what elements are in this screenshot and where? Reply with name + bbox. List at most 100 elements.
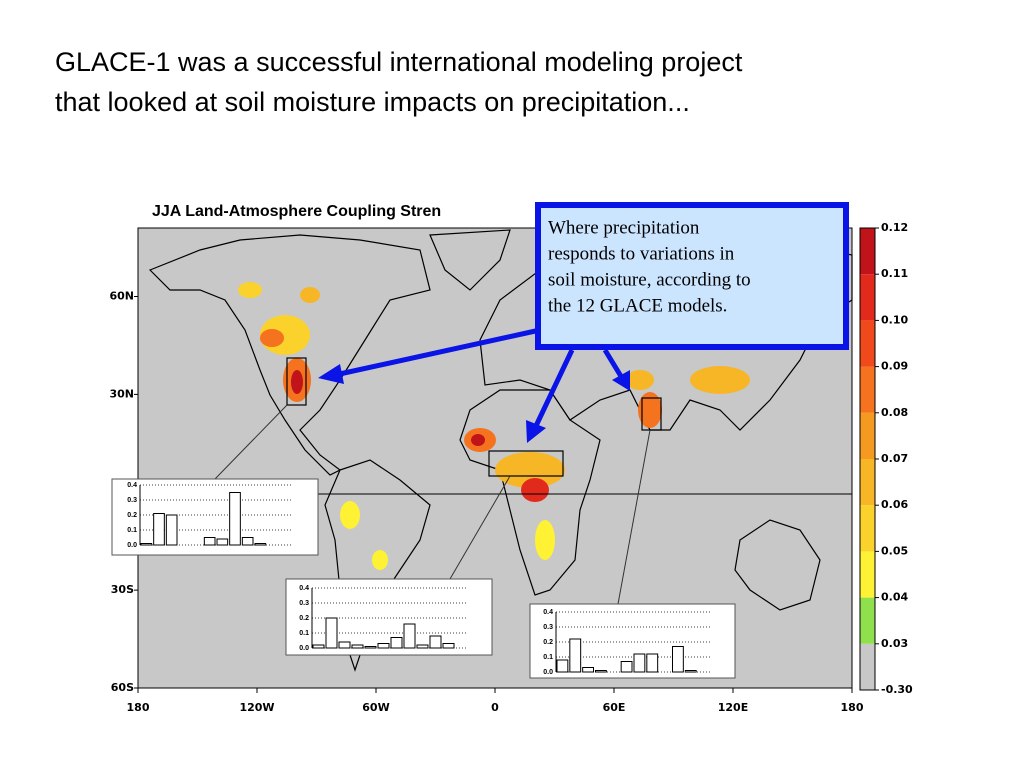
bar: [620, 661, 633, 673]
bar: [229, 492, 241, 546]
y-tick-label: 0.2: [127, 512, 137, 519]
y-tick-label: 0.0: [299, 645, 309, 652]
x-tick-label: 120E: [718, 701, 748, 714]
colorbar-label: 0.06: [881, 498, 908, 511]
colorbar-segment: [860, 551, 875, 598]
callout-line: responds to variations in: [548, 243, 735, 264]
colorbar-label: 0.10: [881, 313, 908, 326]
leader: [617, 429, 651, 605]
region-box: [641, 397, 662, 431]
colorbar-segment: [860, 366, 875, 413]
bar: [140, 543, 153, 546]
y-tick-label: 0.2: [543, 639, 553, 646]
arrowhead: [526, 420, 546, 443]
hot-spots: [238, 282, 750, 570]
bar: [429, 635, 442, 649]
y-tick-label: 0.0: [127, 542, 137, 549]
colorbar-segment: [860, 320, 875, 367]
slide-title: that looked at soil moisture impacts on …: [55, 87, 690, 117]
bar: [312, 644, 325, 649]
hot-spot: [340, 501, 360, 529]
bar: [351, 644, 364, 649]
arrow: [532, 348, 575, 430]
greenland: [429, 229, 511, 291]
x-tick-label: 0: [491, 701, 499, 714]
y-tick-label: 0.1: [299, 630, 309, 637]
bar: [582, 667, 595, 673]
colorbar-label: 0.08: [881, 406, 908, 419]
bar: [556, 659, 569, 673]
colorbar-segment: [860, 459, 875, 506]
hot-spot: [638, 392, 662, 428]
hot-spot: [535, 520, 555, 560]
x-tick-label: 180: [841, 701, 864, 714]
bar: [595, 670, 607, 673]
map-title: JJA Land-Atmosphere Coupling Stren: [152, 203, 441, 220]
arrowhead: [318, 364, 344, 384]
y-tick-label: 0.4: [127, 482, 137, 489]
colorbar-segment: [860, 412, 875, 459]
x-tick-label: 120W: [239, 701, 274, 714]
leaders: [214, 404, 651, 605]
hot-spot: [260, 329, 284, 347]
y-tick-label: 0.4: [543, 609, 553, 616]
bar: [325, 617, 338, 649]
colorbar-label: 0.12: [881, 221, 908, 234]
colorbar-segment: [860, 643, 875, 690]
bar: [338, 641, 351, 649]
colorbar-label: 0.04: [881, 591, 908, 604]
hot-spot: [690, 366, 750, 394]
colorbar-label: 0.05: [881, 544, 908, 557]
hot-spot: [372, 550, 388, 570]
bar: [153, 513, 165, 546]
colorbar-label: 0.07: [881, 452, 908, 465]
y-tick-label: 30S: [111, 583, 134, 596]
bar: [646, 653, 659, 673]
hot-spot: [291, 370, 303, 394]
arrow: [602, 348, 625, 380]
y-tick-label: 0.1: [127, 527, 137, 534]
colorbar-segment: [860, 228, 875, 275]
y-tick-label: 0.0: [543, 669, 553, 676]
bar: [416, 644, 429, 649]
bar: [390, 637, 403, 649]
region-boxes: [286, 357, 662, 477]
inset: 0.0 0.1 0.2 0.3 0.4: [111, 478, 319, 556]
bar: [364, 646, 377, 649]
arrow: [334, 327, 541, 378]
y-tick-label: 30N: [109, 387, 134, 400]
x-tick-label: 60E: [603, 701, 626, 714]
bar: [672, 646, 684, 673]
callout-text: Where precipitation responds to variation…: [548, 217, 751, 316]
bar: [684, 670, 697, 673]
colorbar-segment: [860, 505, 875, 552]
y-tick-label: 0.3: [543, 624, 553, 631]
hot-spot: [238, 282, 262, 298]
hot-spot: [495, 452, 565, 488]
bar: [216, 538, 229, 546]
region-box: [488, 450, 564, 477]
bar: [377, 643, 390, 649]
colorbar-segment: [860, 597, 875, 644]
inset-frame: [285, 578, 493, 656]
colorbar-label: 0.11: [881, 267, 908, 280]
y-tick-label: 0.1: [543, 654, 553, 661]
hot-spot: [521, 478, 549, 502]
bar: [203, 537, 216, 546]
bar: [442, 643, 455, 649]
y-tick-label: 0.2: [299, 615, 309, 622]
x-tick-label: 180: [127, 701, 150, 714]
australia: [734, 519, 821, 611]
callout-line: Where precipitation: [548, 217, 700, 238]
slide-title: GLACE-1 was a successful international m…: [55, 47, 743, 77]
leader: [214, 404, 288, 480]
region-box: [286, 357, 307, 406]
y-tick-label: 0.3: [299, 600, 309, 607]
bar: [254, 543, 267, 546]
hot-spot: [626, 370, 654, 390]
y-tick-label: 0.4: [299, 585, 309, 592]
inset: 0.0 0.1 0.2 0.3 0.4: [285, 578, 493, 656]
leader: [449, 475, 511, 580]
colorbar: -0.30 0.03 0.04 0.05 0.06 0.07 0.08 0.09 0.10 0.1…: [859, 221, 913, 696]
